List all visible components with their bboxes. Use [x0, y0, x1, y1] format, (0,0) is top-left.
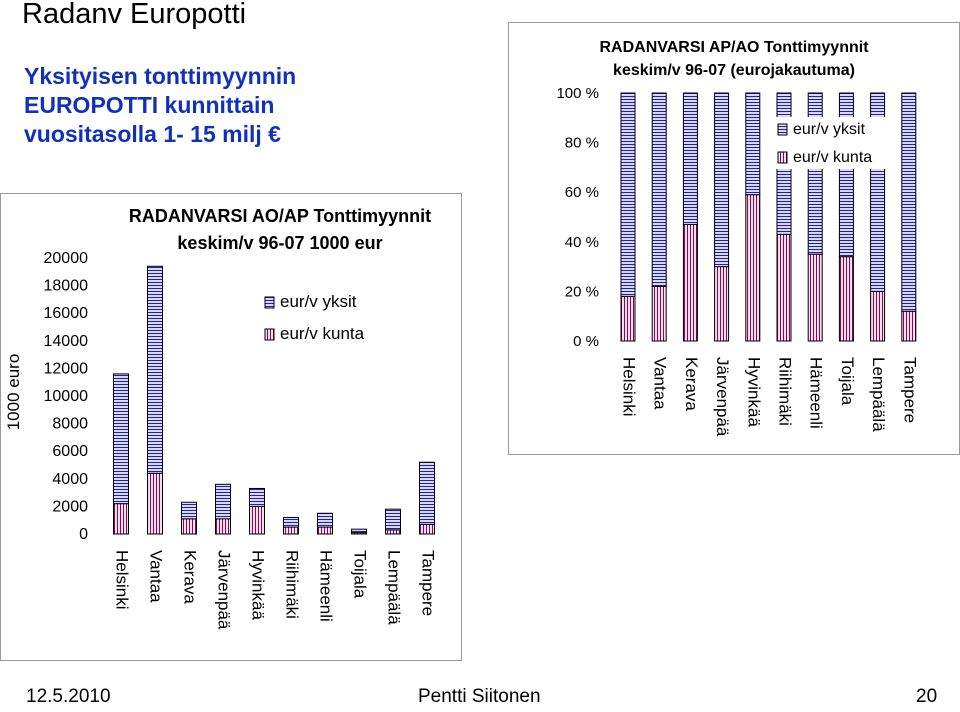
category-label-vantaa: Vantaa — [147, 550, 166, 603]
chart-title-line: RADANVARSI AO/AP Tonttimyynnit — [129, 206, 431, 226]
y-tick-label: 14000 — [44, 333, 89, 350]
bar-eur-v-yksit-vantaa — [651, 92, 667, 287]
y-tick-label: 18000 — [44, 278, 89, 295]
y-tick-label: 40 % — [565, 234, 599, 251]
bar-eur-v-yksit-kerava — [682, 92, 698, 225]
category-label-hyvinkaa: Hyvinkää — [249, 550, 268, 620]
category-label-toijala: Toijala — [838, 357, 857, 406]
bar-eur-v-yksit-helsinki — [620, 92, 636, 297]
category-label-hameenli: Hämeenli — [807, 357, 826, 429]
category-label-riihimaki: Riihimäki — [283, 550, 302, 619]
legend-label-eur-v-kunta: eur/v kunta — [280, 324, 365, 343]
category-label-kerava: Kerava — [181, 550, 200, 604]
bar-eur-v-kunta-vantaa — [651, 285, 667, 342]
bar-eur-v-yksit-kerava — [181, 501, 197, 520]
bar-eur-v-kunta-hyvinkaa — [745, 194, 761, 342]
footer-author: Pentti Siitonen — [418, 686, 541, 707]
y-tick-label: 20000 — [44, 250, 89, 267]
category-label-jarvenpaa: Järvenpää — [215, 550, 234, 630]
bar-eur-v-kunta-tampere — [419, 523, 435, 535]
category-label-helsinki: Helsinki — [620, 357, 639, 417]
y-tick-label: 0 % — [573, 333, 599, 350]
bar-eur-v-kunta-tampere — [901, 310, 917, 342]
legend-swatch-eur-v-yksit — [264, 296, 275, 309]
bar-eur-v-kunta-lempaala — [385, 529, 401, 535]
page-number: 20 — [916, 686, 938, 707]
chart-title-line: keskim/v 96-07 (eurojakautuma) — [613, 62, 855, 79]
y-tick-label: 10000 — [44, 388, 89, 405]
bar-eur-v-kunta-vantaa — [147, 472, 163, 535]
category-label-lempaala: Lempäälä — [869, 357, 888, 432]
legend-swatch-eur-v-kunta — [264, 328, 275, 341]
bar-eur-v-yksit-jarvenpaa — [215, 483, 231, 520]
chart-title-line: RADANVARSI AP/AO Tonttimyynnit — [599, 39, 869, 56]
bar-eur-v-kunta-helsinki — [113, 503, 129, 535]
category-label-tampere: Tampere — [900, 357, 919, 423]
bar-eur-v-yksit-jarvenpaa — [714, 92, 730, 268]
chart-title-line: keskim/v 96-07 1000 eur — [177, 233, 382, 253]
category-label-lempaala: Lempäälä — [385, 550, 404, 625]
legend-box — [776, 117, 896, 169]
bar-eur-v-kunta-helsinki — [620, 295, 636, 342]
y-tick-label: 80 % — [565, 135, 599, 152]
absolute-sales-chart-panel — [0, 193, 462, 661]
slide-subtitle: Yksityisen tonttimyynnin EUROPOTTI kunni… — [24, 63, 297, 147]
left-chart: RADANVARSI AO/AP Tonttimyynnit keskim/v 9… — [4, 206, 438, 630]
bar-eur-v-kunta-riihimaki — [283, 526, 299, 535]
bar-eur-v-kunta-hyvinkaa — [249, 505, 265, 535]
category-label-hameenli: Hämeenli — [317, 550, 336, 622]
bar-eur-v-yksit-hyvinkaa — [249, 487, 265, 507]
footer-date: 12.5.2010 — [26, 686, 111, 707]
y-tick-label: 0 — [79, 526, 88, 543]
bar-eur-v-yksit-riihimaki — [283, 516, 299, 528]
category-label-tampere: Tampere — [419, 550, 438, 616]
legend-label-eur-v-yksit: eur/v yksit — [793, 121, 866, 138]
category-label-helsinki: Helsinki — [113, 550, 132, 610]
bar-eur-v-yksit-toijala — [351, 528, 367, 534]
y-tick-label: 2000 — [52, 498, 88, 515]
category-label-riihimaki: Riihimäki — [776, 357, 795, 426]
bar-eur-v-yksit-tampere — [901, 92, 917, 312]
category-label-toijala: Toijala — [351, 550, 370, 599]
bar-eur-v-kunta-jarvenpaa — [215, 518, 231, 535]
category-label-vantaa: Vantaa — [651, 357, 670, 410]
legend-swatch-eur-v-kunta — [777, 151, 788, 164]
y-tick-label: 60 % — [565, 184, 599, 201]
y-tick-label: 20 % — [565, 283, 599, 300]
bar-eur-v-kunta-toijala — [838, 256, 854, 342]
bar-eur-v-yksit-tampere — [419, 461, 435, 525]
bar-eur-v-kunta-hameenli — [807, 253, 823, 342]
y-tick-label: 4000 — [52, 471, 88, 488]
slide-title: Radanv Europotti — [22, 0, 247, 30]
bar-eur-v-kunta-riihimaki — [776, 233, 792, 342]
bar-eur-v-yksit-hyvinkaa — [745, 92, 761, 196]
bar-eur-v-kunta-hameenli — [317, 526, 333, 535]
y-tick-label: 12000 — [44, 360, 89, 377]
y-tick-label: 6000 — [52, 443, 88, 460]
category-label-hyvinkaa: Hyvinkää — [744, 357, 763, 427]
y-tick-label: 100 % — [556, 85, 599, 102]
legend-swatch-eur-v-yksit — [777, 123, 788, 136]
category-label-jarvenpaa: Järvenpää — [713, 357, 732, 437]
category-label-kerava: Kerava — [682, 357, 701, 411]
bar-eur-v-kunta-kerava — [181, 518, 197, 535]
bar-eur-v-yksit-helsinki — [113, 373, 129, 505]
bar-eur-v-kunta-kerava — [682, 223, 698, 342]
bar-eur-v-kunta-lempaala — [870, 290, 886, 342]
bar-eur-v-yksit-vantaa — [147, 265, 163, 474]
y-axis-label: 1000 euro — [4, 354, 23, 431]
legend-label-eur-v-kunta: eur/v kunta — [793, 149, 872, 166]
y-tick-label: 8000 — [52, 416, 88, 433]
y-tick-label: 16000 — [44, 305, 89, 322]
right-chart: RADANVARSI AP/AO Tonttimyynnit keskim/v 9… — [556, 39, 919, 437]
bar-eur-v-kunta-jarvenpaa — [714, 266, 730, 342]
bar-eur-v-yksit-lempaala — [385, 508, 401, 531]
legend-label-eur-v-yksit: eur/v yksit — [280, 292, 357, 311]
bar-eur-v-yksit-hameenli — [317, 512, 333, 528]
